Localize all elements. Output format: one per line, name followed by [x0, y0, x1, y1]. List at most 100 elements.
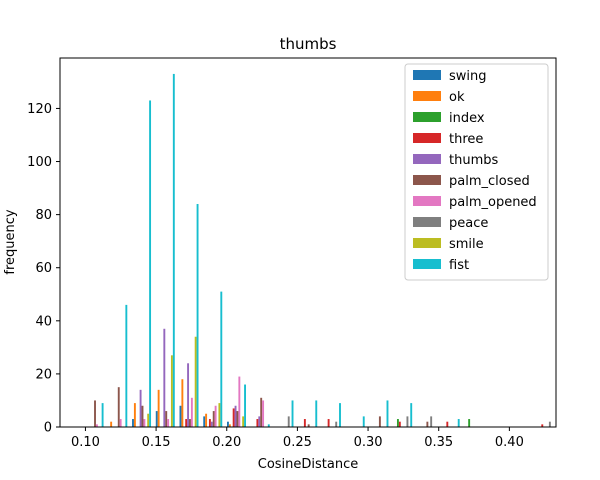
bar-fist-bin-13	[410, 403, 413, 427]
bar-palm_opened-bin-7	[262, 400, 265, 427]
legend-swatch-palm_closed	[413, 175, 441, 185]
bar-palm_closed-bin-12	[378, 416, 381, 427]
y-tick-label: 100	[27, 155, 52, 170]
bar-smile-bin-6	[242, 416, 245, 427]
bar-fist-bin-0	[101, 403, 104, 427]
y-tick-label: 40	[35, 314, 52, 329]
bar-thumbs-bin-6	[234, 405, 237, 427]
bar-palm_closed-bin-6	[236, 411, 239, 427]
bar-palm_opened-bin-6	[238, 376, 241, 427]
x-tick-label: 0.20	[212, 435, 241, 450]
bar-ok-bin-3	[157, 389, 160, 427]
bar-palm_closed-bin-0	[94, 400, 96, 427]
legend-label-palm_opened: palm_opened	[449, 195, 537, 210]
bar-three-bin-6	[232, 408, 235, 427]
y-tick-label: 120	[27, 102, 52, 117]
bar-palm_opened-bin-0	[95, 424, 98, 427]
bar-palm_opened-bin-2	[143, 419, 146, 427]
y-axis: 0 20 40 60 80 100 120	[27, 102, 60, 436]
x-tick-label: 0.15	[142, 435, 171, 450]
bar-smile-bin-3	[170, 355, 173, 427]
bar-index-bin-13	[396, 419, 399, 427]
bar-three-bin-10	[327, 419, 330, 427]
bar-index-bin-16	[468, 419, 471, 427]
plot-frame	[59, 57, 557, 428]
bar-three-bin-5	[208, 419, 211, 427]
bar-fist-bin-5	[220, 291, 223, 427]
legend-label-swing: swing	[449, 69, 487, 84]
legend-swatch-smile	[413, 238, 441, 248]
bar-palm_closed-bin-9	[307, 424, 310, 427]
bar-three-bin-7	[256, 419, 259, 427]
bar-palm_closed-bin-4	[189, 419, 191, 427]
legend-label-three: three	[449, 132, 483, 147]
legend-swatch-three	[413, 133, 441, 143]
bar-swing-bin-6	[227, 421, 229, 427]
bar-fist-bin-1	[125, 304, 128, 427]
bar-swing-bin-2	[132, 419, 134, 427]
legend-label-palm_closed: palm_closed	[449, 174, 530, 189]
x-axis: 0.10 0.15 0.20 0.25 0.30 0.35 0.40	[71, 427, 524, 450]
bar-three-bin-4	[185, 419, 188, 427]
legend-swatch-index	[413, 112, 441, 122]
legend-swatch-ok	[413, 91, 441, 101]
x-tick-label: 0.25	[283, 435, 312, 450]
bar-thumbs-bin-5	[210, 421, 213, 427]
bar-smile-bin-2	[147, 413, 150, 427]
bar-peace-bin-10	[335, 421, 338, 427]
bar-palm_closed-bin-2	[141, 405, 144, 427]
bar-ok-bin-5	[205, 413, 208, 427]
y-tick-label: 80	[35, 208, 52, 223]
legend-label-smile: smile	[449, 237, 484, 252]
x-tick-label: 0.40	[495, 435, 524, 450]
bar-palm_opened-bin-3	[167, 419, 170, 427]
bar-fist-bin-2	[149, 100, 152, 427]
bar-ok-bin-6	[228, 424, 231, 427]
bar-ok-bin-1	[110, 421, 113, 427]
legend-swatch-palm_opened	[413, 196, 441, 206]
bar-ok-bin-4	[181, 379, 184, 427]
bar-peace-bin-14	[430, 416, 433, 427]
bar-swing-bin-4	[179, 405, 182, 427]
bar-peace-bin-19	[548, 421, 551, 427]
legend-label-peace: peace	[449, 216, 488, 231]
y-tick-label: 60	[35, 261, 52, 276]
bar-smile-bin-4	[194, 336, 197, 427]
bar-three-bin-13	[398, 421, 401, 427]
bar-fist-bin-11	[362, 416, 365, 427]
bar-palm_closed-bin-3	[165, 411, 168, 427]
y-axis-label: frequency	[3, 209, 18, 275]
bar-peace-bin-13	[406, 416, 409, 427]
bar-fist-bin-6	[244, 384, 246, 427]
chart-title: thumbs	[280, 35, 337, 53]
bar-thumbs-bin-2	[139, 389, 142, 427]
bar-thumbs-bin-3	[163, 328, 166, 427]
bar-palm_opened-bin-1	[119, 419, 122, 427]
legend-swatch-thumbs	[413, 154, 441, 164]
bar-fist-bin-9	[315, 400, 318, 427]
x-tick-label: 0.30	[354, 435, 383, 450]
bar-fist-bin-4	[196, 204, 199, 427]
legend-label-ok: ok	[449, 90, 465, 105]
bars-group	[94, 73, 551, 428]
legend: swing ok index three thumbs palm_closed palm_o…	[404, 63, 549, 281]
bar-thumbs-bin-7	[258, 416, 261, 427]
legend-label-thumbs: thumbs	[449, 153, 498, 168]
bar-fist-bin-3	[172, 73, 175, 428]
legend-label-fist: fist	[449, 258, 469, 273]
x-axis-label: CosineDistance	[258, 457, 359, 472]
bar-palm_closed-bin-1	[117, 387, 120, 427]
y-tick-label: 20	[35, 367, 52, 382]
legend-swatch-fist	[413, 259, 441, 269]
bar-swing-bin-3	[155, 411, 158, 427]
bar-fist-bin-7	[267, 424, 270, 427]
bar-three-bin-9	[303, 419, 306, 427]
bar-thumbs-bin-4	[187, 363, 190, 427]
bar-fist-bin-8	[291, 400, 294, 427]
bar-fist-bin-12	[386, 400, 389, 427]
bar-peace-bin-8	[287, 416, 290, 427]
bar-palm_closed-bin-7	[260, 397, 263, 427]
bar-palm_closed-bin-5	[212, 411, 215, 427]
x-tick-label: 0.10	[71, 435, 100, 450]
